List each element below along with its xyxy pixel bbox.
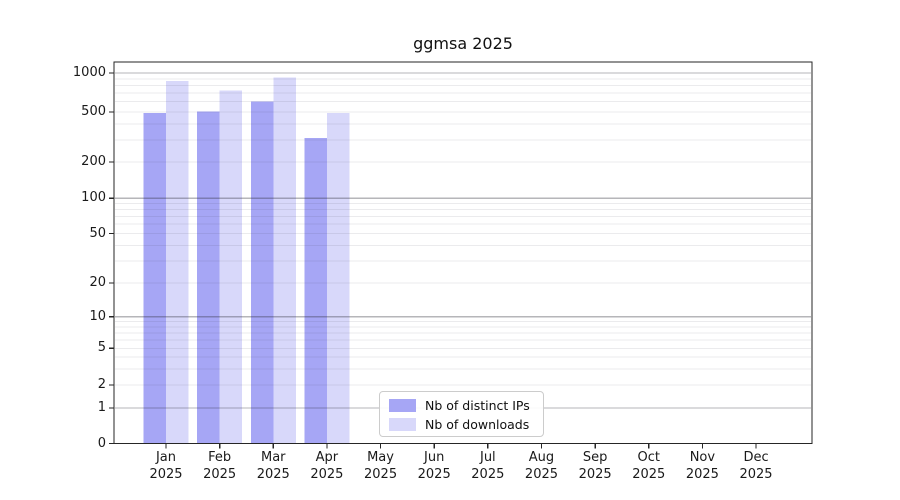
bar-distinct-ips [304, 138, 327, 444]
plot-spines [113, 61, 813, 445]
x-tick-label: May 2025 [364, 450, 398, 482]
x-tick-label: Apr 2025 [310, 450, 344, 482]
y-tick-label: 0 [97, 435, 106, 451]
bar-downloads [326, 113, 350, 444]
x-tick-label: Mar 2025 [256, 450, 290, 482]
y-tick-label: 5 [97, 340, 106, 356]
x-tick-label: Dec 2025 [739, 450, 773, 482]
x-tick-label: Sep 2025 [578, 450, 612, 482]
legend-swatch-downloads [389, 418, 416, 431]
bar-distinct-ips [143, 113, 166, 444]
bar-downloads [273, 77, 296, 444]
legend-label-downloads: Nb of downloads [425, 417, 530, 432]
x-tick-label: Jan 2025 [149, 450, 183, 482]
x-tick-label: Aug 2025 [524, 450, 559, 482]
legend-swatch-distinct-ips [389, 399, 416, 412]
y-tick-label: 2 [97, 377, 106, 392]
x-tick-label: Nov 2025 [685, 450, 719, 482]
x-tick-label: Feb 2025 [203, 450, 237, 482]
y-tick-label: 200 [81, 154, 106, 169]
y-tick-label: 10 [89, 308, 106, 324]
bar-distinct-ips [250, 101, 274, 444]
y-tick-label: 50 [89, 225, 106, 241]
legend-label-distinct-ips: Nb of distinct IPs [425, 398, 530, 413]
legend: Nb of distinct IPs Nb of downloads [379, 391, 544, 437]
x-tick-label: Jul 2025 [471, 450, 505, 482]
x-tick-label: Oct 2025 [632, 450, 666, 482]
y-tick-label: 1 [97, 400, 106, 415]
y-tick-label: 20 [89, 275, 106, 290]
y-tick-label: 100 [81, 190, 106, 206]
bar-downloads [166, 80, 189, 444]
y-tick-label: 500 [81, 104, 106, 119]
bar-distinct-ips [197, 111, 220, 444]
legend-item-downloads: Nb of downloads [389, 415, 543, 434]
x-tick-label: Jun 2025 [417, 450, 451, 482]
chart-title: ggmsa 2025 [413, 34, 513, 53]
y-tick-label: 1000 [72, 65, 106, 80]
bar-downloads [219, 90, 243, 444]
legend-item-distinct-ips: Nb of distinct IPs [389, 396, 543, 415]
